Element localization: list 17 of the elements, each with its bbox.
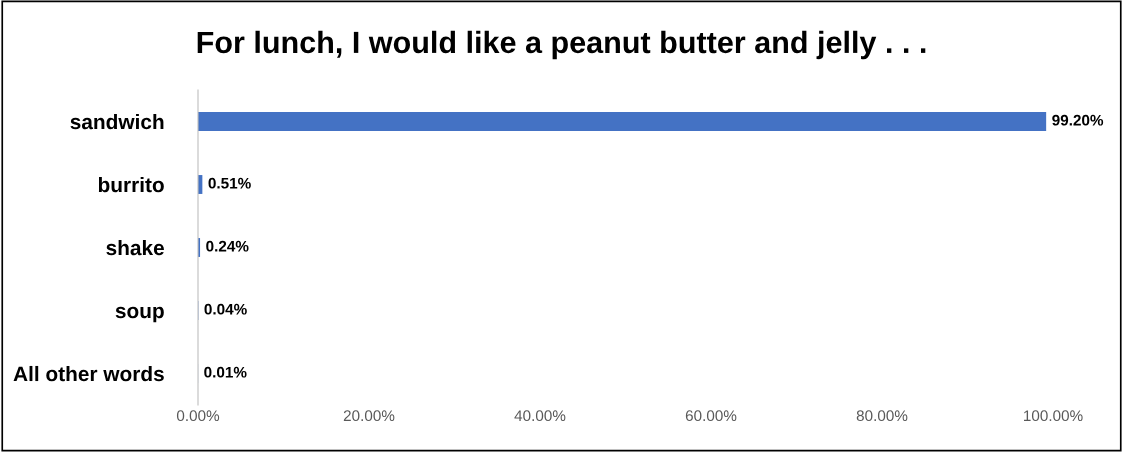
y-tick-label: sandwich: [70, 113, 164, 130]
y-tick-label: burrito: [98, 176, 164, 193]
x-tick-label: 40.00%: [514, 410, 566, 422]
y-tick-label: soup: [115, 306, 164, 323]
y-tick-label: All other words: [13, 365, 164, 382]
data-label: 0.01%: [204, 366, 247, 378]
chart-title: For lunch, I would like a peanut butter and jelly . . .: [197, 30, 926, 60]
x-tick-label: 0.00%: [176, 410, 220, 422]
x-tick-label: 100.00%: [1024, 410, 1083, 422]
data-label: 99.20%: [1052, 114, 1104, 126]
x-tick-label: 20.00%: [343, 410, 395, 422]
data-label: 0.51%: [208, 177, 251, 189]
x-tick-label: 80.00%: [856, 410, 908, 422]
data-label: 0.04%: [204, 303, 247, 315]
x-tick-label: 60.00%: [685, 410, 737, 422]
y-tick-label: shake: [106, 239, 164, 256]
data-label: 0.24%: [206, 240, 249, 252]
